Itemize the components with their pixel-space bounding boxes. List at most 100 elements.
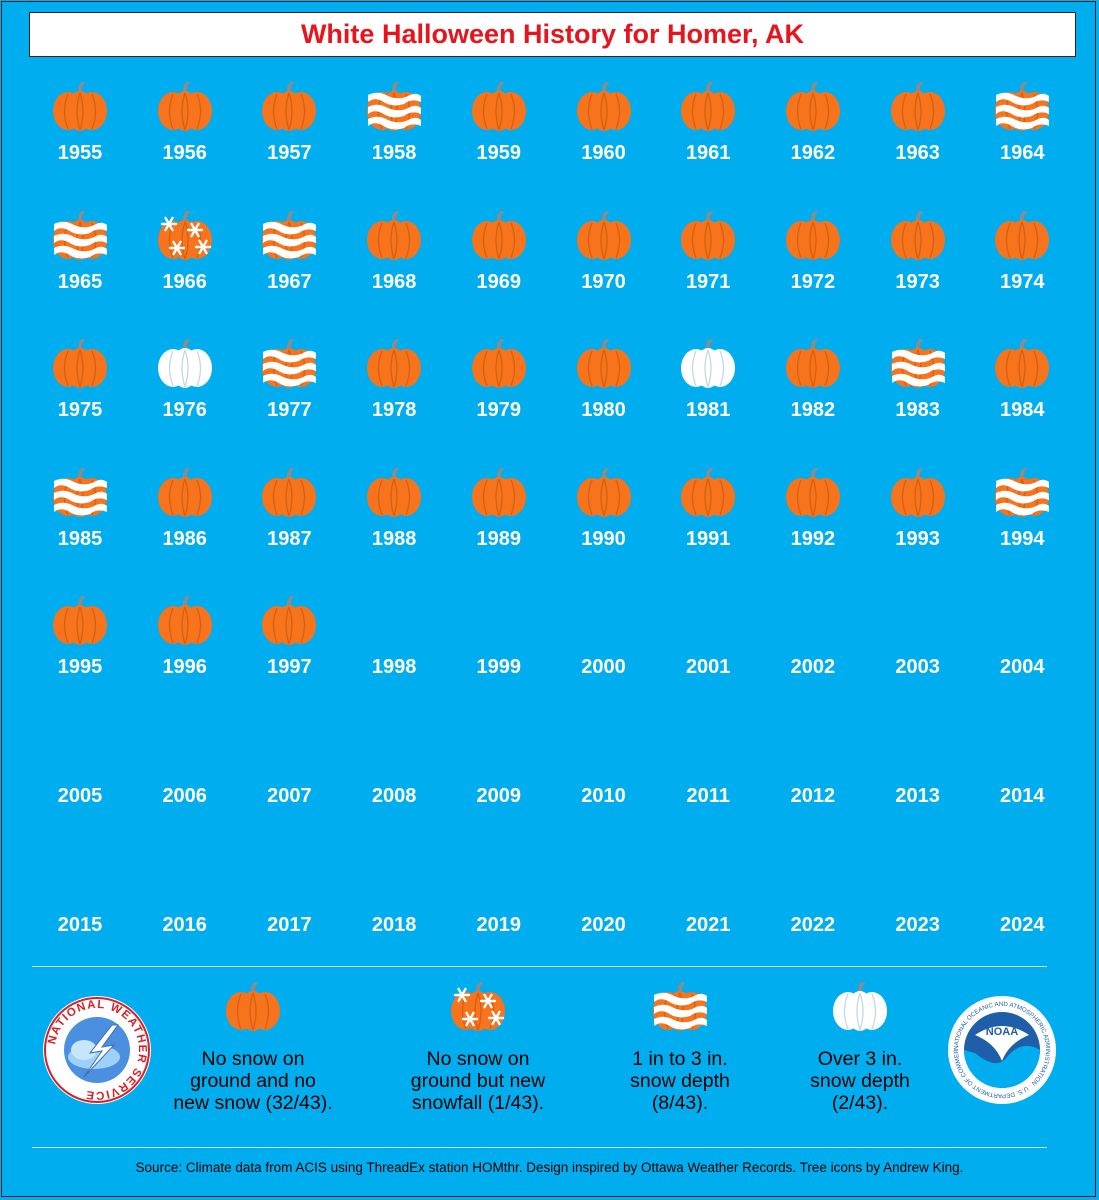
- year-label: 1980: [581, 399, 626, 422]
- year-label: 2010: [581, 785, 626, 807]
- year-cell: 2020: [559, 854, 649, 964]
- year-cell: 2017: [244, 854, 334, 964]
- year-cell: 1992: [768, 467, 858, 578]
- year-cell: 2021: [663, 854, 753, 964]
- nws-logo: NATIONAL WEATHER SERVICE: [43, 996, 151, 1104]
- plain-pumpkin-icon: [259, 595, 319, 646]
- source-note: Source: Climate data from ACIS using Thr…: [135, 1160, 964, 1175]
- plain-pumpkin-icon: [783, 81, 843, 132]
- year-cell: 2001: [663, 596, 753, 706]
- year-cell: 2024: [977, 854, 1067, 964]
- year-label: 1993: [895, 527, 940, 550]
- striped-snow-pumpkin-icon: [50, 467, 110, 518]
- year-cell: 1967: [244, 209, 334, 321]
- year-label: 1985: [57, 527, 103, 550]
- year-label: 1997: [267, 656, 312, 679]
- legend-label: No snow on ground and no new snow (32/43).: [173, 1048, 333, 1114]
- year-label: 2008: [371, 785, 417, 807]
- year-cell: 2019: [454, 854, 544, 964]
- plain-pumpkin-icon: [469, 81, 529, 132]
- year-label: 2021: [685, 913, 731, 936]
- plain-pumpkin-icon: [364, 338, 424, 389]
- year-label: 1970: [581, 270, 626, 293]
- year-label: 2019: [476, 913, 522, 936]
- plain-pumpkin-icon: [50, 81, 110, 132]
- year-label: 2009: [476, 785, 522, 807]
- title-box: White Halloween History for Homer, AK: [29, 12, 1076, 57]
- year-cell: 1979: [454, 338, 544, 449]
- year-label: 1965: [57, 270, 103, 293]
- year-label: 1991: [685, 527, 731, 550]
- year-cell: 2022: [768, 854, 858, 964]
- year-cell: 1975: [35, 338, 125, 449]
- year-cell: 1982: [768, 338, 858, 449]
- year-cell: 2006: [140, 725, 230, 835]
- striped-snow-pumpkin-icon: [50, 209, 110, 261]
- snowflake-pumpkin-icon: [448, 981, 508, 1032]
- plain-pumpkin-icon: [469, 467, 529, 518]
- plain-pumpkin-icon: [888, 81, 948, 132]
- year-cell: 1989: [454, 467, 544, 578]
- year-label: 2016: [162, 913, 207, 936]
- year-label: 2000: [581, 656, 626, 679]
- year-label: 1983: [895, 399, 940, 422]
- year-label: 2020: [581, 913, 626, 936]
- year-label: 1988: [371, 527, 417, 550]
- year-cell: 1959: [454, 81, 544, 192]
- year-cell: 1993: [873, 467, 963, 578]
- plain-pumpkin-icon: [469, 338, 529, 389]
- year-cell: 1957: [244, 81, 334, 192]
- year-cell: 1956: [140, 81, 230, 192]
- year-label: 1961: [685, 142, 731, 164]
- plain-pumpkin-icon: [783, 338, 843, 389]
- year-cell: 2004: [977, 596, 1067, 706]
- plain-pumpkin-icon: [469, 209, 529, 261]
- year-label: 1974: [1000, 270, 1045, 293]
- year-label: 1995: [57, 656, 103, 679]
- year-cell: 2002: [768, 596, 858, 706]
- year-label: 1971: [685, 270, 731, 293]
- year-cell: 1962: [768, 81, 858, 192]
- year-label: 1960: [581, 142, 626, 164]
- year-label: 1998: [371, 656, 417, 679]
- legend-divider-top: [32, 966, 1047, 967]
- year-cell: 2015: [35, 854, 125, 964]
- striped-snow-pumpkin-icon: [650, 981, 710, 1032]
- year-grid: 1955 1956 1957 1958 1959 1960 1961 1962 1963 1964…: [35, 81, 1067, 936]
- plain-pumpkin-icon: [50, 338, 110, 389]
- white-pumpkin-icon: [830, 981, 890, 1032]
- plain-pumpkin-icon: [678, 467, 738, 518]
- year-cell: 2016: [140, 854, 230, 964]
- year-label: 2024: [1000, 913, 1045, 936]
- year-cell: 1966: [140, 209, 230, 321]
- year-label: 1982: [790, 399, 836, 422]
- plain-pumpkin-icon: [364, 209, 424, 261]
- year-label: 1986: [162, 527, 207, 550]
- year-label: 2001: [685, 656, 731, 679]
- year-cell: 1986: [140, 467, 230, 578]
- year-cell: 2011: [663, 725, 753, 835]
- year-cell: 1999: [454, 596, 544, 706]
- plain-pumpkin-icon: [574, 209, 634, 261]
- year-cell: 1972: [768, 209, 858, 321]
- year-label: 2004: [1000, 656, 1045, 679]
- striped-snow-pumpkin-icon: [364, 81, 424, 132]
- year-cell: 2007: [244, 725, 334, 835]
- striped-snow-pumpkin-icon: [992, 81, 1052, 132]
- year-label: 1996: [162, 656, 207, 679]
- legend-label: 1 in to 3 in. snow depth (8/43).: [630, 1048, 730, 1114]
- year-label: 2015: [57, 913, 103, 936]
- year-cell: 1991: [663, 467, 753, 578]
- plain-pumpkin-icon: [259, 81, 319, 132]
- plain-pumpkin-icon: [678, 209, 738, 261]
- year-label: 1956: [162, 142, 207, 164]
- year-label: 1968: [371, 270, 417, 293]
- year-cell: 1977: [244, 338, 334, 449]
- year-label: 2018: [371, 913, 417, 936]
- year-cell: 2005: [35, 725, 125, 835]
- year-cell: 2012: [768, 725, 858, 835]
- year-label: 1992: [790, 527, 836, 550]
- year-label: 1955: [57, 142, 103, 164]
- year-label: 1987: [267, 527, 312, 550]
